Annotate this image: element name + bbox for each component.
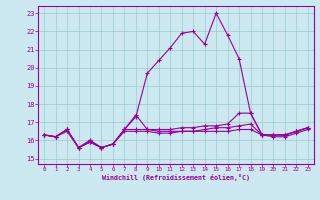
X-axis label: Windchill (Refroidissement éolien,°C): Windchill (Refroidissement éolien,°C) <box>102 174 250 181</box>
